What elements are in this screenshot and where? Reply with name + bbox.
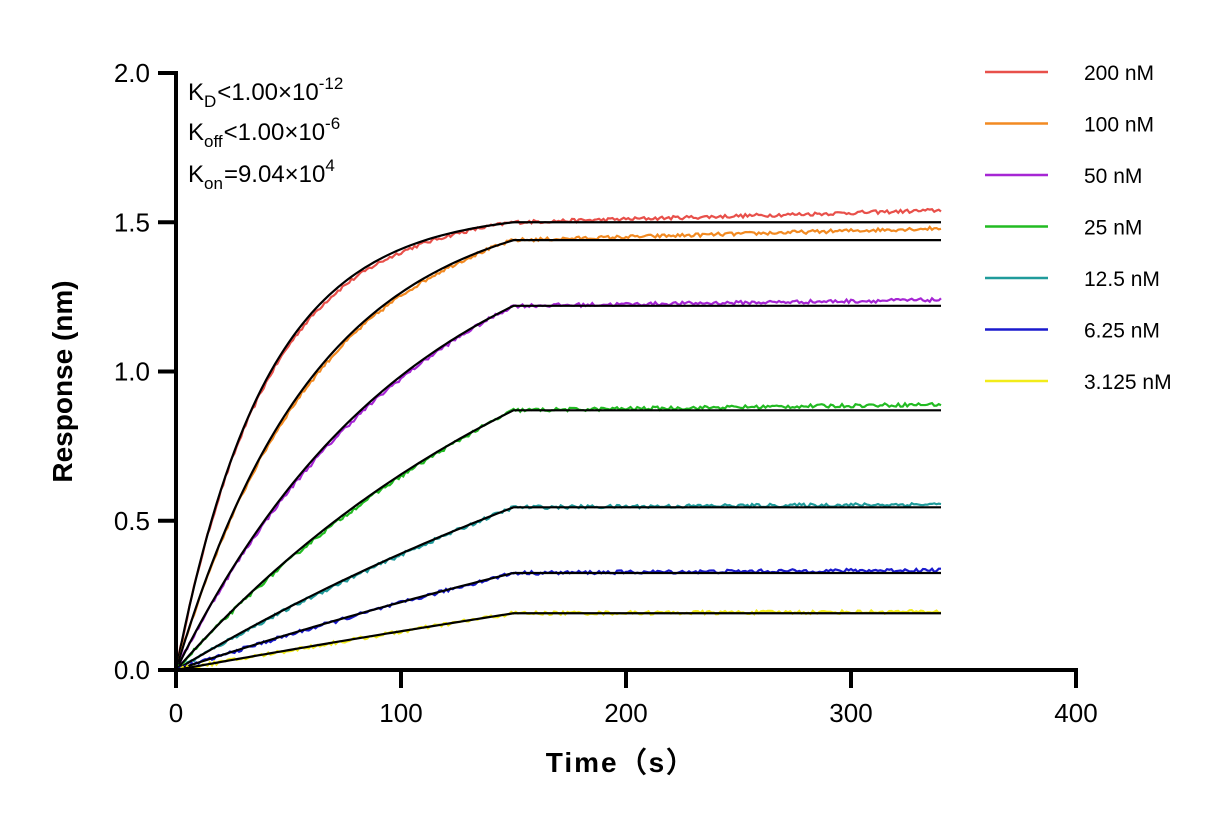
legend-label: 100 nM	[1084, 114, 1154, 137]
x-axis-title: Time（s）	[546, 746, 696, 778]
legend-label: 3.125 nM	[1084, 371, 1172, 394]
y-tick-label: 2.0	[114, 58, 150, 88]
fit-line-50-nm	[175, 304, 941, 671]
y-tick-label: 0.0	[114, 655, 150, 685]
legend-label: 6.25 nM	[1084, 320, 1160, 343]
x-tick-label: 200	[604, 698, 647, 728]
x-tick-label: 100	[379, 698, 422, 728]
series-line-6-25-nm	[175, 567, 942, 672]
x-tick-label: 0	[169, 698, 183, 728]
series-line-25-nm	[175, 401, 942, 669]
x-tick-label: 300	[829, 698, 872, 728]
series-line-3-125-nm	[175, 608, 942, 672]
fit-line-12-5-nm	[175, 506, 941, 671]
series-line-12-5-nm	[175, 501, 942, 671]
legend-label: 25 nM	[1084, 217, 1142, 240]
series-line-200-nm	[174, 207, 942, 671]
y-tick-label: 1.0	[114, 357, 150, 387]
fit-line-6-25-nm	[175, 571, 941, 672]
legend-label: 50 nM	[1084, 165, 1142, 188]
legend-label: 200 nM	[1084, 62, 1154, 85]
axes-layer: 0.0 0.5 1.0 1.5 2.0 0 100 200 300 400 Time（s） Respo…	[47, 58, 1098, 778]
y-axis-title: Response (nm)	[47, 280, 78, 482]
y-tick-label: 0.5	[114, 506, 150, 536]
kinetics-koff: Koff<1.00×10-6	[188, 114, 340, 151]
kinetics-kd: KD<1.00×10-12	[188, 74, 343, 111]
legend-label: 12.5 nM	[1084, 268, 1160, 291]
x-tick-label: 400	[1054, 698, 1097, 728]
fit-line-200-nm	[174, 221, 941, 671]
fit-line-100-nm	[174, 239, 941, 671]
fit-line-3-125-nm	[175, 612, 941, 672]
series-line-100-nm	[174, 225, 942, 671]
fit-line-25-nm	[175, 409, 941, 671]
legend: 200 nM 100 nM 50 nM 25 nM 12.5 nM 6.25 nM 3.12…	[985, 62, 1172, 394]
y-tick-label: 1.5	[114, 207, 150, 237]
curves-layer	[174, 207, 942, 672]
kinetics-kon: Kon=9.04×104	[188, 156, 335, 193]
series-line-50-nm	[174, 296, 942, 671]
